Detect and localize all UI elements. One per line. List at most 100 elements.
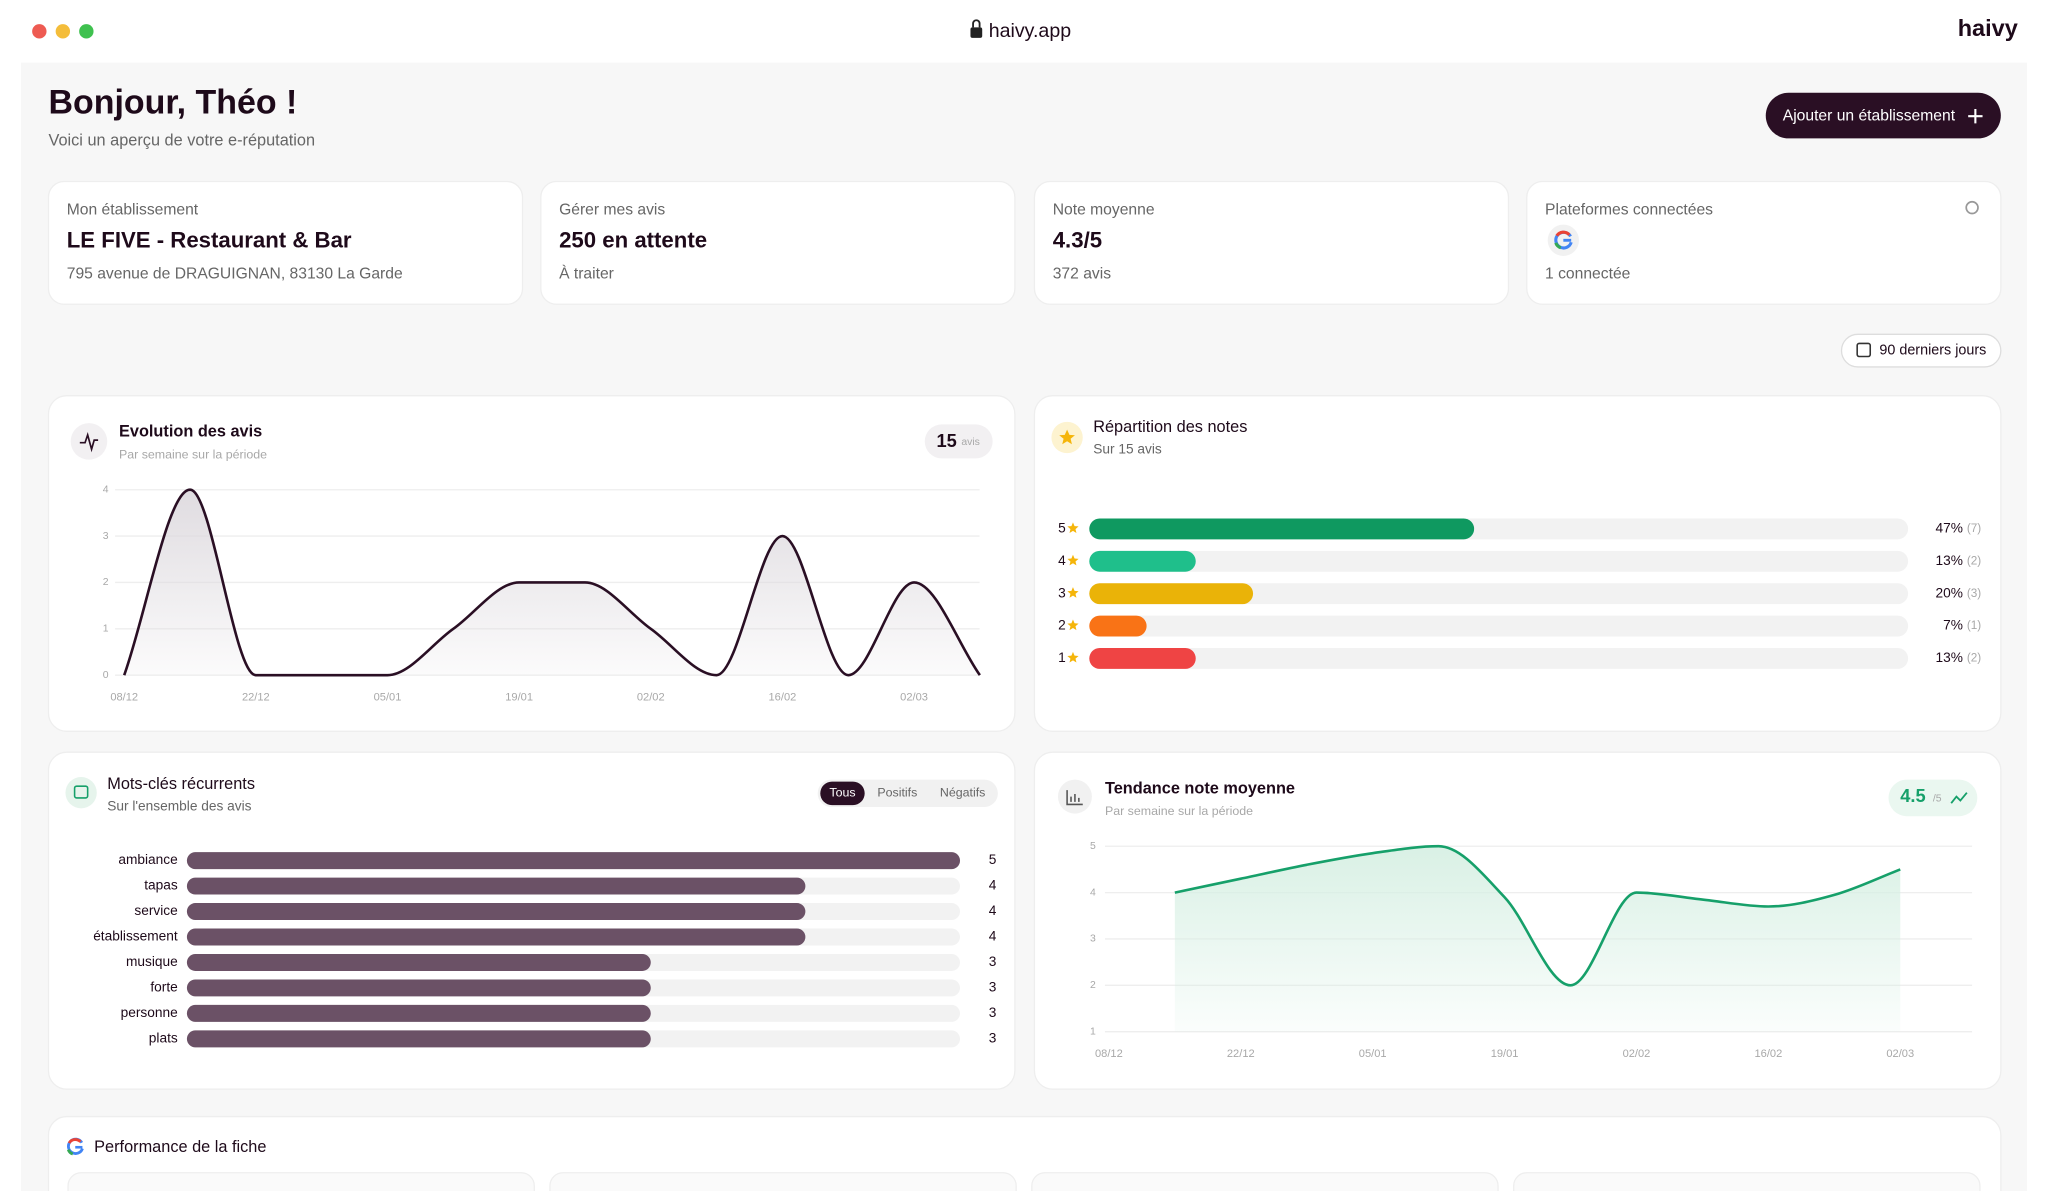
trend-icon (1950, 792, 1968, 804)
button-label[interactable]: Ajouter un établissement (1783, 107, 1956, 124)
bar-label: personne (121, 1005, 179, 1020)
period-selector[interactable]: 90 derniers jours (1840, 333, 2002, 368)
star-icon (1067, 651, 1079, 663)
x-tick-label: 19/01 (505, 691, 533, 703)
x-tick-label: 02/03 (900, 691, 928, 703)
bar (186, 928, 806, 946)
google-icon (66, 1137, 84, 1156)
performance-tile (1031, 1172, 1499, 1191)
url[interactable]: haivy.app (989, 20, 1071, 42)
greeting: Bonjour, Théo ! (48, 83, 297, 121)
count-label: (7) (1967, 522, 1981, 535)
value-label: 5 (989, 852, 997, 867)
line (1174, 844, 1901, 987)
bar (1089, 518, 1475, 540)
badge-unit: /5 (1933, 793, 1942, 804)
value-label: 7% (1943, 618, 1963, 633)
chart-subtitle: Par semaine sur la période (119, 447, 267, 461)
period-label[interactable]: 90 derniers jours (1879, 342, 1986, 358)
settings-icon[interactable] (1965, 200, 1979, 215)
minimize-dot[interactable] (55, 24, 71, 39)
star-icon (1067, 587, 1079, 598)
bar-label: forte (150, 980, 178, 995)
card-sub: À traiter (559, 263, 614, 282)
x-tick-label: 02/03 (1886, 1048, 1914, 1060)
maximize-dot[interactable] (79, 24, 94, 39)
filter[interactable]: Positifs (877, 786, 917, 800)
badge-value: 15 (937, 430, 957, 451)
card-value: 4.3/5 (1053, 227, 1102, 252)
chart-subtitle: Sur 15 avis (1093, 442, 1162, 457)
chart-subtitle: Sur l'ensemble des avis (107, 799, 251, 814)
line (122, 488, 981, 677)
pulse-icon (79, 431, 99, 453)
brand[interactable]: haivy (1958, 15, 2018, 41)
chart-icon (65, 777, 97, 809)
card-sub: 795 avenue de DRAGUIGNAN, 83130 La Garde (67, 265, 403, 282)
y-tick-label: 1 (1090, 1026, 1096, 1037)
x-tick-label: 16/02 (769, 691, 797, 703)
card-label: Plateformes connectées (1545, 201, 1713, 218)
greeting-subtitle: Voici un aperçu de votre e-réputation (48, 131, 315, 149)
chart-title: Tendance note moyenne (1105, 780, 1295, 798)
card[interactable]: Plateformes connectées 1 connectée (1526, 180, 2002, 305)
bar-label: musique (126, 954, 178, 969)
card-value: 250 en attente (559, 227, 707, 252)
google-icon (1547, 224, 1580, 256)
value-label: 3 (989, 1030, 997, 1045)
chart-subtitle: Par semaine sur la période (1105, 804, 1253, 818)
bar-label: ambiance (118, 852, 178, 867)
performance-tile (67, 1172, 535, 1191)
lock-icon (970, 19, 983, 38)
bar (186, 1004, 651, 1022)
value-label: 47% (1936, 521, 1963, 536)
x-tick-label: 05/01 (374, 691, 402, 703)
performance-tile (1513, 1172, 1981, 1191)
bar-track (1089, 583, 1909, 605)
value-label: 3 (989, 1005, 997, 1020)
performance-title: Performance de la fiche (94, 1138, 266, 1156)
count-label: (1) (1967, 619, 1981, 632)
y-tick-label: 4 (1090, 887, 1096, 898)
value-label: 3 (989, 980, 997, 995)
badge-value: 4.5 (1900, 785, 1925, 806)
badge (1888, 779, 1978, 817)
bar-label: plats (149, 1030, 178, 1045)
card[interactable]: Note moyenne 4.3/5 372 avis (1033, 180, 1510, 305)
x-tick-label: 22/12 (1227, 1048, 1255, 1060)
filter[interactable]: Tous (829, 786, 855, 800)
bar-label: service (134, 903, 178, 918)
bar-label: 4 (1058, 553, 1066, 568)
y-tick-label: 1 (103, 624, 109, 635)
value-label: 4 (989, 878, 997, 893)
bar (1089, 615, 1147, 637)
x-tick-label: 22/12 (242, 691, 270, 703)
bar (186, 1030, 651, 1048)
card-label: Gérer mes avis (559, 201, 665, 218)
y-tick-label: 3 (1090, 934, 1096, 945)
value-label: 3 (989, 954, 997, 969)
y-tick-label: 4 (103, 484, 109, 495)
card-sub: 372 avis (1053, 265, 1111, 282)
bar-label: 5 (1058, 521, 1066, 536)
card[interactable]: Gérer mes avis 250 en attente À traiter (540, 180, 1016, 305)
filter-active[interactable] (820, 781, 865, 806)
chart-title: Répartition des notes (1093, 418, 1247, 436)
value-label: 4 (989, 903, 997, 918)
bar-label: établissement (93, 929, 178, 944)
value-label: 13% (1936, 553, 1963, 568)
card[interactable]: Mon établissement LE FIVE - Restaurant &… (47, 180, 524, 305)
y-tick-label: 0 (103, 670, 109, 681)
bar (1089, 550, 1196, 572)
bar (186, 877, 806, 895)
y-tick-label: 5 (1090, 841, 1096, 852)
count-label: (2) (1967, 652, 1981, 665)
bar-track (1089, 647, 1909, 669)
card-value: LE FIVE - Restaurant & Bar (67, 227, 352, 252)
chart-title: Evolution des avis (119, 423, 262, 441)
filter[interactable]: Négatifs (940, 786, 985, 800)
add-button[interactable]: Ajouter un établissement (1765, 92, 2001, 139)
close-dot[interactable] (32, 24, 47, 39)
